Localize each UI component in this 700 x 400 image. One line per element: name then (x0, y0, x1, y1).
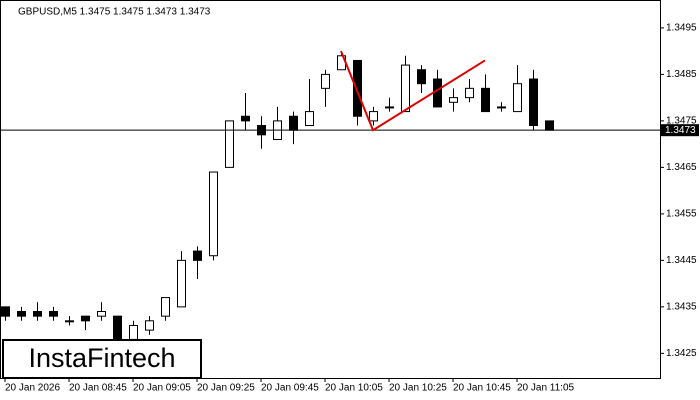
candle-body (385, 106, 394, 109)
candle-body (545, 120, 554, 131)
candle (225, 120, 234, 168)
candle-body (513, 83, 522, 113)
x-tick-label: 20 Jan 10:05 (325, 383, 383, 394)
x-tick-label: 20 Jan 10:45 (453, 383, 511, 394)
candle-body (305, 111, 314, 127)
candle-body (449, 97, 458, 103)
candle (193, 246, 202, 279)
candle (545, 120, 554, 131)
x-tick-label: 20 Jan 09:05 (133, 383, 191, 394)
candle-body (65, 320, 74, 323)
x-tick-label: 20 Jan 09:45 (261, 383, 319, 394)
candle (465, 79, 474, 103)
candle (49, 306, 58, 321)
candle-body (529, 78, 538, 127)
candle-body (241, 115, 250, 122)
price-label: 1.3473 (665, 125, 696, 136)
candle (177, 251, 186, 308)
chart-header: GBPUSD,M5 1.3475 1.3475 1.3473 1.3473 (18, 7, 211, 18)
y-tick-label: 1.3495 (666, 23, 697, 34)
y-tick-label: 1.3475 (666, 116, 697, 127)
candle-body (145, 320, 154, 331)
candle (1, 306, 10, 321)
candle (369, 106, 378, 126)
candle-body (369, 111, 378, 122)
candle (481, 74, 490, 113)
y-tick-label: 1.3465 (666, 162, 697, 173)
candle-body (97, 311, 106, 317)
x-tick-label: 20 Jan 09:25 (197, 383, 255, 394)
y-tick-label: 1.3445 (666, 255, 697, 266)
candle (305, 79, 314, 127)
candle-body (481, 87, 490, 113)
candle-body (289, 115, 298, 131)
y-tick-label: 1.3485 (666, 69, 697, 80)
candle-body (225, 120, 234, 168)
candle-body (497, 106, 506, 109)
candle-body (17, 311, 26, 317)
candle-body (353, 59, 362, 117)
candle-body (193, 250, 202, 261)
x-tick-label: 20 Jan 10:25 (389, 383, 447, 394)
candle (33, 302, 42, 321)
candle (161, 297, 170, 321)
candle (417, 65, 426, 93)
candle (449, 88, 458, 112)
candle-body (209, 171, 218, 257)
candle-body (33, 311, 42, 317)
candle (241, 92, 250, 131)
candle (529, 69, 538, 131)
candle (497, 102, 506, 112)
candle-body (433, 78, 442, 108)
pattern-line (340, 50, 486, 132)
candle (513, 65, 522, 113)
candle-body (417, 69, 426, 85)
candle-body (465, 87, 474, 99)
candle (321, 69, 330, 107)
candle-body (177, 259, 186, 308)
candle (65, 316, 74, 326)
y-tick-label: 1.3435 (666, 302, 697, 313)
price-label-box (661, 124, 699, 137)
watermark: InstaFintech (28, 343, 175, 373)
x-tick-label: 20 Jan 11:05 (517, 383, 575, 394)
y-tick-label: 1.3425 (666, 348, 697, 359)
candle-body (81, 315, 90, 322)
candle (209, 171, 218, 261)
candle-body (321, 73, 330, 89)
candle-body (161, 297, 170, 317)
candle-body (129, 324, 138, 340)
candle (401, 55, 410, 113)
candle (17, 306, 26, 321)
candle-body (49, 311, 58, 317)
candle-body (1, 306, 10, 317)
x-tick-label: 20 Jan 08:45 (69, 383, 127, 394)
plot-frame (0, 0, 661, 379)
candle (97, 302, 106, 321)
candle (385, 97, 394, 112)
candle-body (401, 64, 410, 113)
candle (145, 316, 154, 335)
y-tick-label: 1.3455 (666, 209, 697, 220)
watermark-box (2, 339, 202, 379)
candle (81, 315, 90, 331)
x-tick-label: 20 Jan 2026 (5, 383, 60, 394)
